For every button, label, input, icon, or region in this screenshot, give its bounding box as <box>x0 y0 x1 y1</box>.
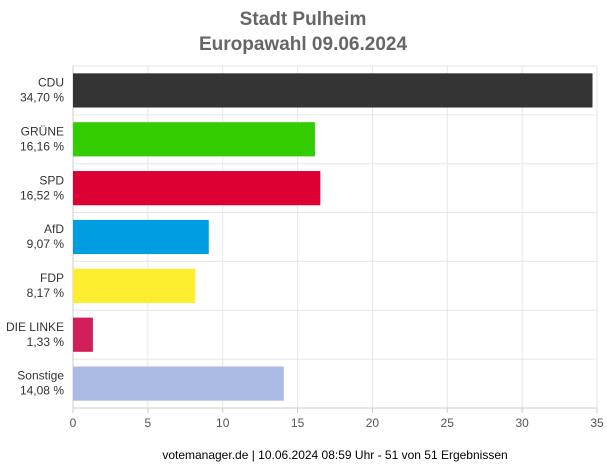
x-tick-label: 35 <box>590 416 604 430</box>
value-label: 1,33 % <box>27 335 65 349</box>
chart-title: Stadt Pulheim <box>240 9 367 30</box>
bar <box>73 171 321 206</box>
bar <box>73 317 93 352</box>
footer: votemanager.de | 10.06.2024 08:59 Uhr - … <box>162 448 507 462</box>
bar <box>73 268 196 303</box>
category-label: FDP <box>40 271 64 285</box>
x-tick-label: 25 <box>441 416 455 430</box>
bar <box>73 366 284 401</box>
value-label: 16,52 % <box>20 188 64 202</box>
x-tick-label: 20 <box>366 416 380 430</box>
category-label: CDU <box>38 76 64 90</box>
x-tick-label: 15 <box>291 416 305 430</box>
x-tick-label: 30 <box>515 416 529 430</box>
value-label: 34,70 % <box>20 91 64 105</box>
category-label: DIE LINKE <box>6 320 64 334</box>
category-label: AfD <box>44 222 64 236</box>
x-tick-label: 0 <box>70 416 77 430</box>
category-label: SPD <box>39 173 64 187</box>
value-label: 9,07 % <box>27 237 65 251</box>
category-label: Sonstige <box>17 369 64 383</box>
bar <box>73 219 209 255</box>
x-tick-label: 10 <box>216 416 230 430</box>
category-label: GRÜNE <box>21 124 64 138</box>
value-label: 8,17 % <box>27 286 65 300</box>
x-tick-label: 5 <box>145 416 152 430</box>
value-label: 14,08 % <box>20 384 64 398</box>
chart-subtitle: Europawahl 09.06.2024 <box>199 34 407 55</box>
value-label: 16,16 % <box>20 139 64 153</box>
bar <box>73 73 593 108</box>
bar <box>73 122 315 157</box>
